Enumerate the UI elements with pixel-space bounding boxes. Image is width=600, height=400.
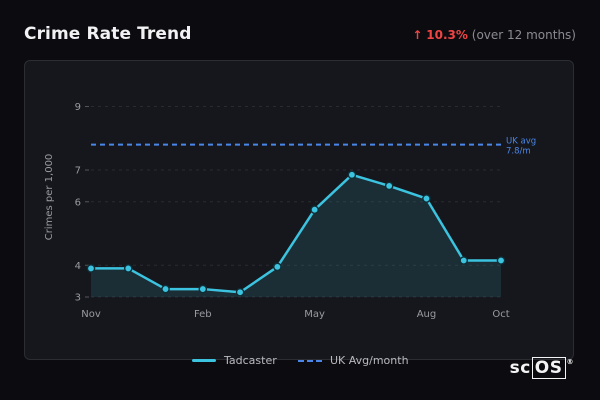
x-tick-label: Oct xyxy=(492,309,509,320)
y-tick-label: 7 xyxy=(75,166,81,177)
y-tick-label: 3 xyxy=(75,293,81,304)
legend-swatch-series xyxy=(192,359,216,362)
change-period: (over 12 months) xyxy=(471,28,576,42)
reference-label-value: 7.8/m xyxy=(506,147,531,157)
data-point xyxy=(459,256,469,265)
logo-box-text: OS xyxy=(531,357,566,379)
legend-label-series: Tadcaster xyxy=(224,354,277,367)
x-tick-label: Feb xyxy=(194,309,212,320)
x-tick-label: Nov xyxy=(81,309,101,320)
series-area xyxy=(91,174,501,297)
chart-card xyxy=(24,60,574,360)
registered-mark: ® xyxy=(566,358,574,366)
data-point xyxy=(161,284,170,294)
y-tick-label: 9 xyxy=(75,102,81,113)
legend: Tadcaster UK Avg/month xyxy=(0,354,600,370)
legend-item-series[interactable]: Tadcaster xyxy=(192,354,277,367)
data-point xyxy=(496,256,506,265)
data-point xyxy=(123,264,133,273)
reference-label-name: UK avg xyxy=(506,137,536,147)
data-point xyxy=(347,170,357,180)
legend-label-reference: UK Avg/month xyxy=(330,354,409,367)
series-line xyxy=(89,173,503,294)
change-indicator: ↑ 10.3% (over 12 months) xyxy=(412,28,576,42)
data-point xyxy=(422,194,431,203)
x-tick-label: Aug xyxy=(417,309,437,320)
legend-swatch-reference xyxy=(298,359,322,362)
data-point xyxy=(310,205,319,214)
header: Crime Rate Trend ↑ 10.3% (over 12 months… xyxy=(24,24,576,52)
data-point xyxy=(198,284,208,294)
change-value: 10.3% xyxy=(426,28,468,42)
y-tick-label: 6 xyxy=(75,197,81,208)
legend-item-reference[interactable]: UK Avg/month xyxy=(298,354,409,367)
brand-logo: sc OS ® xyxy=(509,357,574,379)
page-title: Crime Rate Trend xyxy=(24,24,192,44)
data-point xyxy=(273,262,282,272)
y-axis-label: Crimes per 1,000 xyxy=(44,154,55,241)
logo-text: sc xyxy=(509,358,531,378)
data-point xyxy=(384,181,394,191)
x-tick-label: May xyxy=(304,309,325,320)
y-tick-label: 4 xyxy=(75,261,81,272)
data-point xyxy=(86,264,96,273)
data-point xyxy=(235,287,245,297)
trend-up-icon: ↑ xyxy=(412,28,423,42)
